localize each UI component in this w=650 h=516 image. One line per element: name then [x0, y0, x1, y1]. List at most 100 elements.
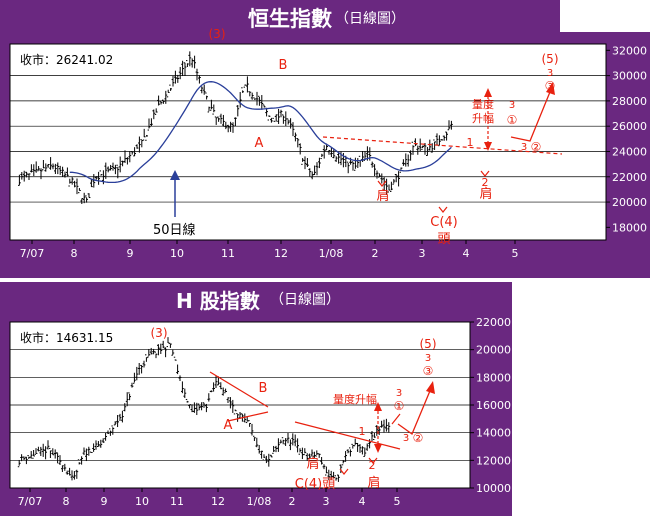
hshare-panel: H 股指數 （日線圖） 22000 20000 18000 16000 14000 120… — [0, 282, 650, 516]
hshare-measure-arrowhead-top — [374, 402, 382, 411]
hsi-x-tick-label: 10 — [170, 247, 184, 260]
hshare-x-tick-label: 10 — [135, 495, 149, 508]
hshare-y-tick-label: 20000 — [476, 344, 511, 357]
hsi-x-tick-label: 9 — [127, 247, 134, 260]
hshare-y-tick-label: 14000 — [476, 427, 511, 440]
hshare-triangle-upper — [209, 371, 269, 408]
hsi-x-tick-label: 1/08 — [319, 247, 344, 260]
hsi-label-a: A — [255, 136, 264, 151]
hshare-x-tick-label: 3 — [323, 495, 330, 508]
hshare-y-tick-label: 18000 — [476, 371, 511, 384]
hsi-label-measure-rise-1: 量度 — [472, 97, 494, 111]
hsi-label-b: B — [279, 58, 288, 73]
hsi-y-tick-label: 18000 — [612, 221, 647, 234]
hsi-plot-area — [9, 43, 607, 241]
hshare-y-tick-label: 12000 — [476, 454, 511, 467]
hshare-label-wave5: (5) — [420, 337, 437, 351]
hshare-shoulder-right-marker — [368, 457, 378, 464]
hshare-label-circ1: ① — [394, 399, 405, 413]
hsi-title: 恒生指數 — [248, 7, 332, 31]
hshare-head-marker — [339, 468, 349, 475]
hsi-subtitle: （日線圖） — [335, 11, 405, 27]
hshare-subtitle: （日線圖） — [270, 292, 340, 308]
hsi-x-tick-label: 2 — [372, 247, 379, 260]
hshare-label-measure-rise: 量度升幅 — [333, 392, 377, 406]
hshare-projection-arrowhead — [426, 381, 435, 394]
hsi-projection-arrowhead — [546, 82, 555, 95]
hshare-x-tick-label: 5 — [394, 495, 401, 508]
hsi-y-tick-label: 26000 — [612, 120, 647, 133]
hshare-label-wave3: (3) — [151, 326, 168, 340]
hsi-measure-arrowhead-top — [484, 88, 492, 97]
hsi-label-small3a: 3 — [509, 100, 515, 111]
hsi-projection-line — [510, 86, 553, 142]
hshare-x-tick-label: 9 — [101, 495, 108, 508]
hshare-chart: 22000 20000 18000 16000 14000 12000 10000 7/07 8… — [9, 316, 511, 508]
hsi-x-tick-label: 4 — [463, 247, 470, 260]
hshare-x-tick-label: 7/07 — [18, 495, 43, 508]
hsi-panel: 恒生指數 （日線圖） 32000 30000 28000 26000 24000 2200… — [0, 0, 650, 278]
hsi-label-w1: 1 — [467, 136, 474, 149]
hshare-x-tick-label: 4 — [359, 495, 366, 508]
hshare-measure-arrowhead-bottom — [374, 444, 382, 453]
hshare-y-tick-label: 16000 — [476, 399, 511, 412]
hshare-label-small3b: 3 — [403, 433, 409, 444]
hshare-y-tick-label: 22000 — [476, 316, 511, 329]
hshare-x-tick-label: 12 — [211, 495, 225, 508]
hsi-y-tick-label: 20000 — [612, 196, 647, 209]
hshare-projection-line — [397, 385, 433, 436]
hshare-label-shoulder-left: 肩 — [306, 456, 319, 472]
hsi-close-label: 收市：26241.02 — [20, 52, 113, 67]
hsi-x-tick-label: 8 — [71, 247, 78, 260]
hsi-label-w2: 2 — [482, 176, 489, 189]
hshare-label-small3a: 3 — [396, 388, 402, 399]
hshare-label-small3c: 3 — [425, 353, 431, 364]
hshare-triangle-lower — [227, 411, 269, 422]
hsi-y-tick-label: 32000 — [612, 44, 647, 57]
hsi-label-measure-rise-2: 升幅 — [472, 112, 494, 125]
hsi-label-head: 頭 — [437, 232, 450, 247]
hsi-label-small3c: 3 — [547, 68, 553, 79]
hsi-x-tick-label: 12 — [274, 247, 288, 260]
hsi-label-wave5: (5) — [542, 52, 559, 66]
hsi-y-tick-label: 30000 — [612, 70, 647, 83]
hsi-label-head-c4: C(4) — [430, 215, 458, 230]
hsi-ma50-line — [69, 81, 452, 184]
hsi-x-tick-label: 7/07 — [20, 247, 45, 260]
hshare-label-circ3: ③ — [423, 364, 434, 378]
hshare-x-tick-label: 11 — [170, 495, 184, 508]
hsi-shoulder-left-marker — [377, 180, 387, 187]
hsi-label-circ2: ② — [531, 140, 542, 154]
hsi-label-wave3: (3) — [209, 27, 226, 41]
hshare-wave1-line — [391, 413, 401, 425]
hsi-y-tick-label: 24000 — [612, 145, 647, 158]
hshare-label-shoulder-right: 肩 — [367, 475, 380, 491]
hsi-y-tick-label: 22000 — [612, 171, 647, 184]
hsi-ma-arrowhead — [170, 170, 180, 180]
hsi-x-tick-label: 11 — [221, 247, 235, 260]
hsi-chart: 32000 30000 28000 26000 24000 22000 20000 18000… — [9, 27, 647, 260]
hshare-label-w1: 1 — [359, 425, 366, 438]
hsi-ma-label: 50日線 — [153, 222, 196, 238]
hshare-x-tick-label: 8 — [63, 495, 70, 508]
hsi-x-tick-label: 3 — [419, 247, 426, 260]
hsi-head-marker — [438, 206, 448, 213]
hshare-label-b: B — [259, 381, 268, 396]
hshare-neckline — [294, 421, 401, 450]
hshare-x-tick-label: 2 — [289, 495, 296, 508]
hshare-x-tick-label: 1/08 — [247, 495, 272, 508]
hsi-label-circ1: ① — [507, 113, 518, 127]
hshare-y-tick-label: 10000 — [476, 482, 511, 495]
hsi-label-shoulder-left: 肩 — [376, 188, 389, 204]
hshare-label-a: A — [224, 418, 233, 433]
hshare-close-label: 收市：14631.15 — [20, 330, 113, 345]
hsi-y-tick-label: 28000 — [612, 95, 647, 108]
hshare-title: H 股指數 — [176, 289, 260, 313]
hsi-measure-arrowhead-bottom — [484, 142, 492, 151]
hshare-label-circ2: ② — [413, 431, 424, 445]
hsi-neckline — [322, 136, 563, 155]
hshare-label-w2: 2 — [369, 459, 376, 472]
hsi-label-circ3: ③ — [545, 79, 556, 93]
hsi-shoulder-right-marker — [480, 170, 490, 177]
hshare-label-head: C(4)頭 — [295, 477, 336, 492]
